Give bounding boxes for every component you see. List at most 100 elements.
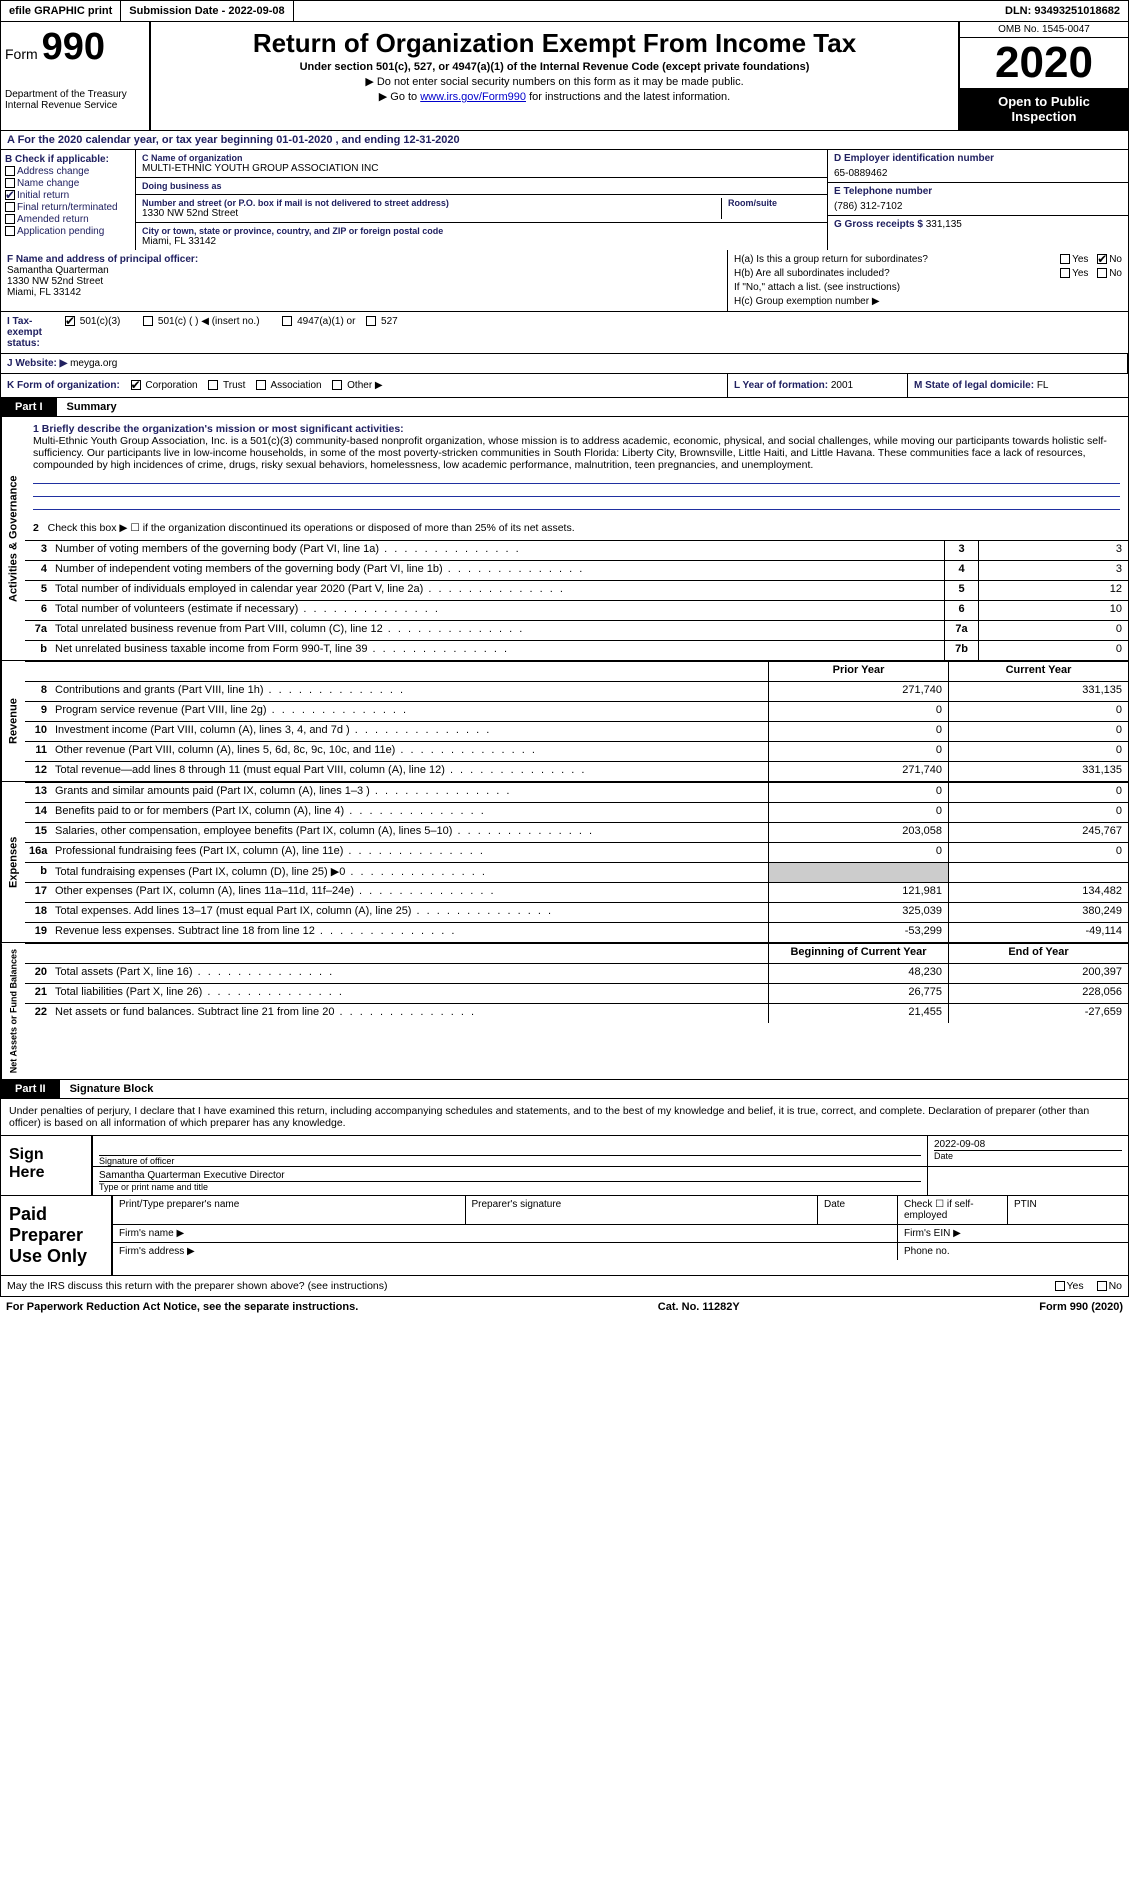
top-bar: efile GRAPHIC print Submission Date - 20… — [0, 0, 1129, 22]
form-subtitle: Under section 501(c), 527, or 4947(a)(1)… — [157, 61, 952, 73]
row-j: J Website: ▶ meyga.org — [0, 354, 1129, 374]
side-net: Net Assets or Fund Balances — [1, 943, 25, 1079]
net-header: Beginning of Current Year End of Year — [25, 943, 1128, 963]
line-2: 2 Check this box ▶ ☐ if the organization… — [33, 522, 1120, 534]
irs-link[interactable]: www.irs.gov/Form990 — [420, 91, 526, 103]
line-8: 8Contributions and grants (Part VIII, li… — [25, 681, 1128, 701]
part2-header: Part II Signature Block — [0, 1080, 1129, 1099]
side-expenses: Expenses — [1, 782, 25, 942]
officer-printed: Samantha Quarterman Executive Director — [99, 1170, 921, 1181]
sig-date: 2022-09-08 — [934, 1139, 1122, 1150]
tax-year: 2020 — [960, 38, 1128, 88]
i-501c[interactable] — [143, 316, 153, 326]
line-10: 10Investment income (Part VIII, column (… — [25, 721, 1128, 741]
line-16a: 16aProfessional fundraising fees (Part I… — [25, 842, 1128, 862]
cb-name[interactable]: Name change — [5, 178, 131, 189]
phone: (786) 312-7102 — [834, 201, 1122, 212]
line-13: 13Grants and similar amounts paid (Part … — [25, 782, 1128, 802]
line-20: 20Total assets (Part X, line 16)48,23020… — [25, 963, 1128, 983]
omb-number: OMB No. 1545-0047 — [960, 22, 1128, 38]
gov-line-7a: 7aTotal unrelated business revenue from … — [25, 620, 1128, 640]
form-id-block: Form 990 Department of the Treasury Inte… — [1, 22, 151, 130]
line-b: bTotal fundraising expenses (Part IX, co… — [25, 862, 1128, 882]
line-21: 21Total liabilities (Part X, line 26)26,… — [25, 983, 1128, 1003]
section-governance: Activities & Governance 1 Briefly descri… — [0, 417, 1129, 661]
discuss-row: May the IRS discuss this return with the… — [0, 1276, 1129, 1297]
side-revenue: Revenue — [1, 661, 25, 781]
line-15: 15Salaries, other compensation, employee… — [25, 822, 1128, 842]
gross-receipts: 331,135 — [926, 219, 962, 230]
i-4947[interactable] — [282, 316, 292, 326]
line-14: 14Benefits paid to or for members (Part … — [25, 802, 1128, 822]
row-klm: K Form of organization: Corporation Trus… — [0, 374, 1129, 398]
line-12: 12Total revenue—add lines 8 through 11 (… — [25, 761, 1128, 781]
info-grid: B Check if applicable: Address change Na… — [0, 150, 1129, 250]
year-block: OMB No. 1545-0047 2020 Open to Public In… — [958, 22, 1128, 130]
footer: For Paperwork Reduction Act Notice, see … — [0, 1297, 1129, 1317]
section-net: Net Assets or Fund Balances Beginning of… — [0, 943, 1129, 1080]
public-inspection: Open to Public Inspection — [960, 88, 1128, 130]
org-city: Miami, FL 33142 — [142, 236, 821, 247]
i-501c3[interactable] — [65, 316, 75, 326]
k-other[interactable] — [332, 380, 342, 390]
cb-final[interactable]: Final return/terminated — [5, 202, 131, 213]
hb-yes[interactable] — [1060, 268, 1070, 278]
row-fh: F Name and address of principal officer:… — [0, 250, 1129, 312]
box-b: B Check if applicable: Address change Na… — [1, 150, 136, 250]
cb-initial[interactable]: Initial return — [5, 190, 131, 201]
sign-here-block: Sign Here Signature of officer 2022-09-0… — [0, 1136, 1129, 1196]
paid-preparer-block: Paid Preparer Use Only Print/Type prepar… — [0, 1196, 1129, 1276]
form-header: Form 990 Department of the Treasury Inte… — [0, 22, 1129, 131]
website: meyga.org — [70, 358, 117, 369]
year-formation: 2001 — [831, 380, 853, 391]
box-deg: D Employer identification number 65-0889… — [828, 150, 1128, 250]
title-block: Return of Organization Exempt From Incom… — [151, 22, 958, 130]
line-9: 9Program service revenue (Part VIII, lin… — [25, 701, 1128, 721]
org-name: MULTI-ETHNIC YOUTH GROUP ASSOCIATION INC — [142, 163, 821, 174]
line-18: 18Total expenses. Add lines 13–17 (must … — [25, 902, 1128, 922]
officer-name: Samantha Quarterman — [7, 265, 721, 276]
section-revenue: Revenue Prior Year Current Year 8Contrib… — [0, 661, 1129, 782]
dln-cell: DLN: 93493251018682 — [997, 1, 1128, 21]
side-governance: Activities & Governance — [1, 417, 25, 660]
row-a-period: A For the 2020 calendar year, or tax yea… — [0, 131, 1129, 150]
dept-label: Department of the Treasury Internal Reve… — [5, 89, 145, 111]
ha-no[interactable] — [1097, 254, 1107, 264]
box-f: F Name and address of principal officer:… — [1, 250, 728, 311]
mission-text: Multi-Ethnic Youth Group Association, In… — [33, 435, 1120, 471]
gov-line-5: 5Total number of individuals employed in… — [25, 580, 1128, 600]
gov-line-b: bNet unrelated business taxable income f… — [25, 640, 1128, 660]
gov-line-6: 6Total number of volunteers (estimate if… — [25, 600, 1128, 620]
cb-amended[interactable]: Amended return — [5, 214, 131, 225]
form-title: Return of Organization Exempt From Incom… — [157, 28, 952, 59]
cb-app[interactable]: Application pending — [5, 226, 131, 237]
i-527[interactable] — [366, 316, 376, 326]
line-11: 11Other revenue (Part VIII, column (A), … — [25, 741, 1128, 761]
gov-line-4: 4Number of independent voting members of… — [25, 560, 1128, 580]
hb-no[interactable] — [1097, 268, 1107, 278]
k-assoc[interactable] — [256, 380, 266, 390]
box-c: C Name of organization MULTI-ETHNIC YOUT… — [136, 150, 828, 250]
discuss-no[interactable] — [1097, 1281, 1107, 1291]
efile-label: efile GRAPHIC print — [1, 1, 121, 21]
sig-declaration: Under penalties of perjury, I declare th… — [0, 1099, 1129, 1136]
ha-yes[interactable] — [1060, 254, 1070, 264]
discuss-yes[interactable] — [1055, 1281, 1065, 1291]
note-ssn: ▶ Do not enter social security numbers o… — [157, 75, 952, 88]
cb-address[interactable]: Address change — [5, 166, 131, 177]
row-i: I Tax-exempt status: 501(c)(3) 501(c) ( … — [0, 312, 1129, 354]
domicile-state: FL — [1037, 380, 1049, 391]
k-trust[interactable] — [208, 380, 218, 390]
line-17: 17Other expenses (Part IX, column (A), l… — [25, 882, 1128, 902]
section-expenses: Expenses 13Grants and similar amounts pa… — [0, 782, 1129, 943]
box-h: H(a) Is this a group return for subordin… — [728, 250, 1128, 311]
ein: 65-0889462 — [834, 168, 1122, 179]
note-link: ▶ Go to www.irs.gov/Form990 for instruct… — [157, 90, 952, 103]
submission-cell: Submission Date - 2022-09-08 — [121, 1, 293, 21]
mission-block: 1 Briefly describe the organization's mi… — [25, 417, 1128, 540]
rev-header: Prior Year Current Year — [25, 661, 1128, 681]
gov-line-3: 3Number of voting members of the governi… — [25, 540, 1128, 560]
k-corp[interactable] — [131, 380, 141, 390]
org-street: 1330 NW 52nd Street — [142, 208, 721, 219]
part1-header: Part I Summary — [0, 398, 1129, 417]
